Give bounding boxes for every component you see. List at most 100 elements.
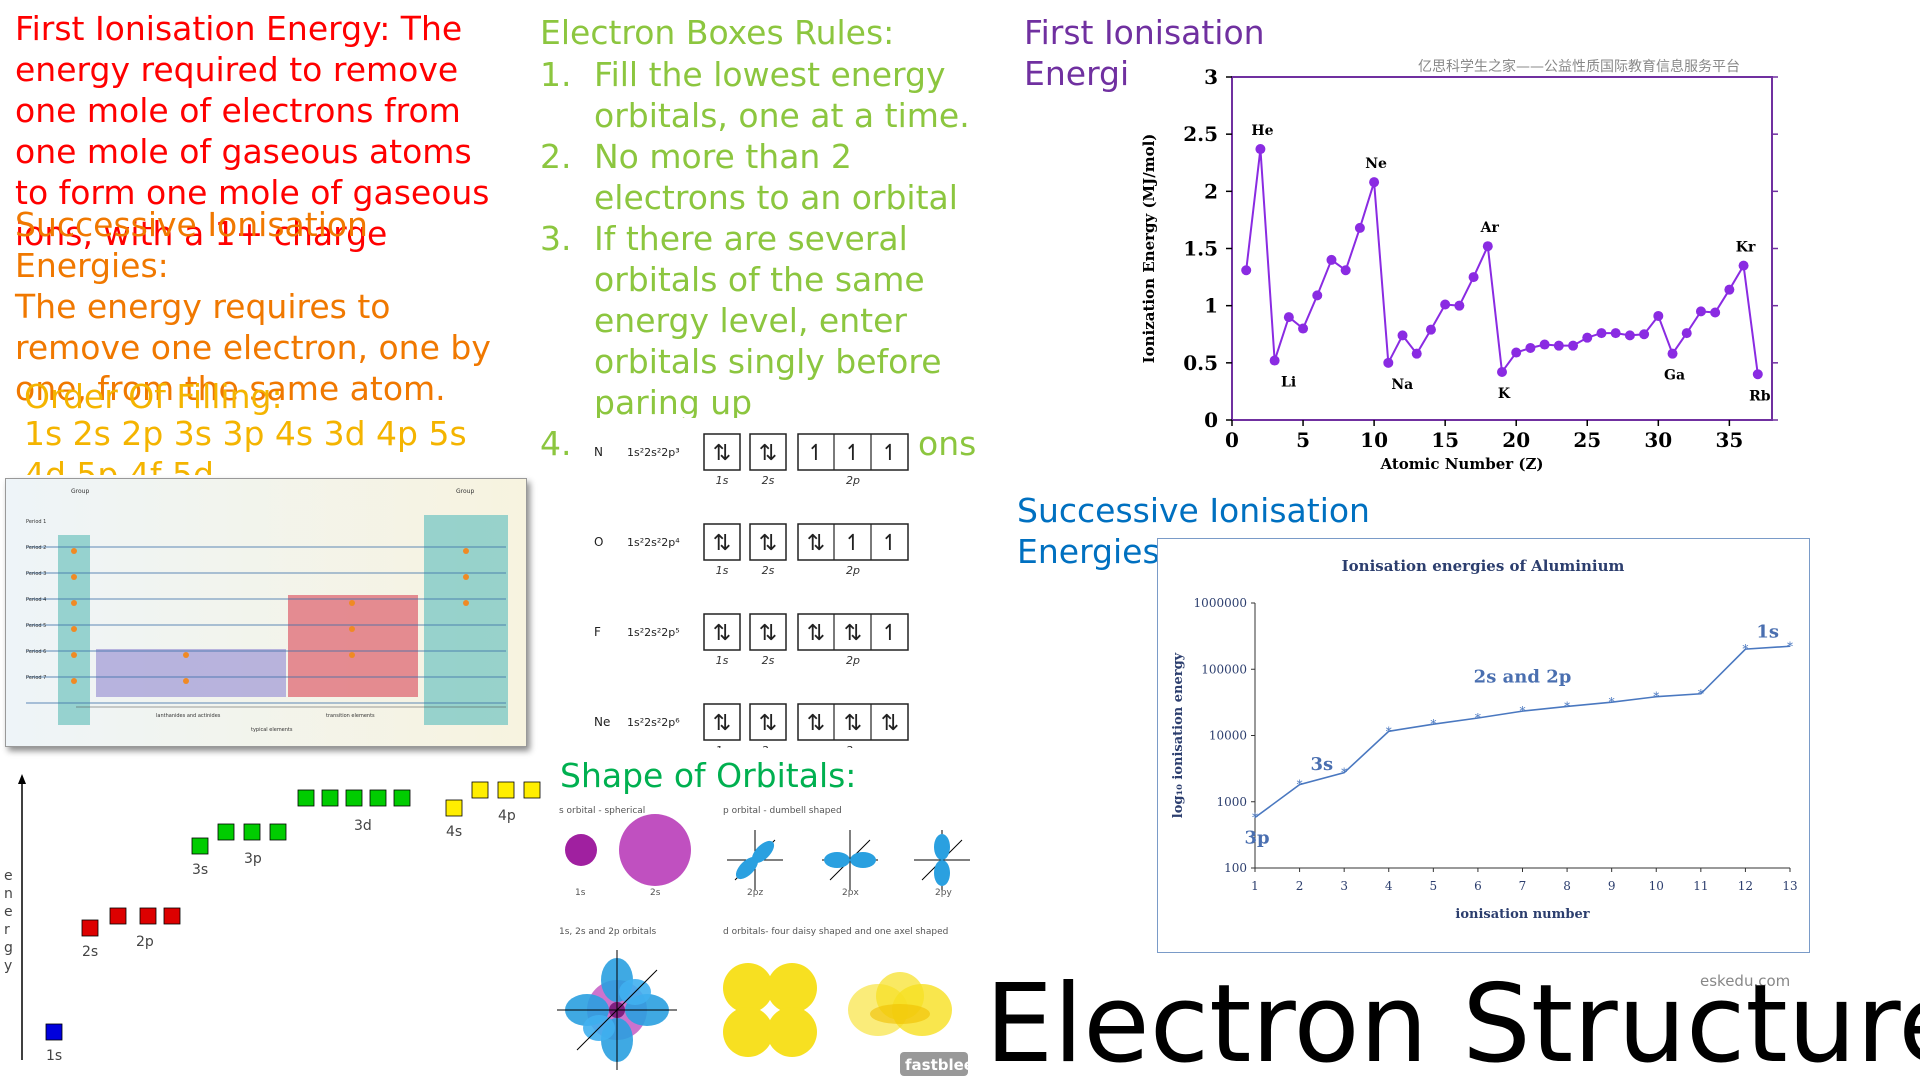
x-tick-label: 1 [1251, 879, 1259, 893]
energy-axis-letter: n [4, 886, 13, 902]
electron-arrows: ⇅ [713, 531, 731, 556]
electron-arrows: ↿ [807, 441, 825, 466]
element-symbol: F [594, 625, 601, 639]
ie-data-point [1369, 177, 1380, 188]
x-axis-label: ionisation number [1455, 907, 1589, 922]
electron-config: 1s²2s²2p⁵ [627, 626, 680, 639]
x-tick-label: 7 [1519, 879, 1527, 893]
electron-arrows: ⇅ [881, 711, 899, 736]
orbital-label: 2p [846, 654, 860, 667]
orbital-box-3s [191, 837, 209, 855]
x-tick-label: 30 [1644, 428, 1672, 452]
orbital-shapes-image: s orbital - spherical p orbital - dumbel… [555, 800, 985, 1080]
svg-text:Period 3: Period 3 [26, 571, 46, 577]
ie-data-point [1539, 339, 1550, 350]
ie-data-point [1326, 254, 1337, 265]
orbital-label: 1s [716, 474, 729, 487]
ie-data-point [1340, 265, 1351, 276]
s-orbital-1s [565, 834, 597, 866]
electron-arrows: ⇅ [713, 621, 731, 646]
orbital-label: 2p [846, 564, 860, 577]
energy-axis-letter: g [4, 940, 13, 956]
electron-box-examples: N 1s²2s²2p³ ⇅ 1s ⇅ 2s ↿ ↿ ↿ 2p O 1s²2s²2p⁴ ⇅ 1s ⇅ 2s ⇅ ↿ ↿… [582, 418, 918, 757]
ie-data-point [1454, 300, 1465, 311]
y-tick-label: 0.5 [1183, 351, 1218, 375]
ie-data-point [1440, 299, 1451, 310]
electron-arrows: ⇅ [844, 621, 862, 646]
al-data-point: * [1386, 724, 1392, 738]
electron-arrows: ⇅ [759, 711, 777, 736]
periodic-table-image: Group Group Period 1 Period 2 Period 3 Per… [5, 478, 527, 747]
ie-data-point [1568, 340, 1579, 351]
x-tick-label: 6 [1474, 879, 1482, 893]
electron-arrows: ⇅ [807, 531, 825, 556]
electron-arrows: ⇅ [759, 441, 777, 466]
ie-data-point [1639, 329, 1650, 340]
x-tick-label: 0 [1225, 428, 1239, 452]
orbital-label: 1s [716, 564, 729, 577]
watermark-text: 亿思科学生之家——公益性质国际教育信息服务平台 [1418, 59, 1740, 75]
element-symbol: N [594, 445, 603, 459]
level-label-2s: 2s [82, 944, 98, 960]
x-tick-label: 20 [1502, 428, 1530, 452]
y-tick-label: 2.5 [1183, 122, 1218, 146]
energy-axis-letter: y [4, 958, 12, 974]
rule-1: 1. Fill the lowest energy orbitals, one … [540, 54, 1000, 136]
d-orbital-axel [848, 972, 952, 1036]
electron-arrows: ↿ [844, 441, 862, 466]
orbital-annotation: 1s [1756, 621, 1779, 642]
chart-title: Ionisation energies of Aluminium [1342, 557, 1625, 575]
electron-arrows: ⇅ [759, 531, 777, 556]
successive-ionisation-heading: Successive Ionisation Energies: [15, 205, 368, 285]
rule-1-num: 1. [540, 55, 572, 94]
electron-arrows: ⇅ [759, 621, 777, 646]
ie-data-point [1383, 357, 1394, 368]
al-data-point: * [1297, 778, 1303, 792]
element-annotation: Li [1281, 375, 1296, 391]
element-annotation: Rb [1749, 388, 1771, 404]
electron-arrows: ↿ [844, 531, 862, 556]
x-tick-label: 2 [1296, 879, 1304, 893]
energy-axis-label: energy [4, 868, 13, 974]
y-tick-label: 1 [1204, 294, 1218, 318]
ie-data-point [1468, 272, 1479, 283]
y-axis-label: log₁₀ ionisation energy [1171, 652, 1186, 818]
level-label-3p: 3p [244, 851, 262, 867]
electron-boxes-heading: Electron Boxes Rules: [540, 13, 895, 52]
x-tick-label: 35 [1715, 428, 1743, 452]
s-label-1s: 1s [575, 888, 586, 898]
ie-data-point [1582, 332, 1593, 343]
ie-data-point [1411, 348, 1422, 359]
rule-4-text: ons [918, 424, 977, 463]
ie-data-point [1298, 323, 1309, 334]
p-orbital-box [797, 523, 909, 561]
periodic-group-left: Group [71, 488, 89, 495]
al-data-point: * [1742, 642, 1748, 656]
electron-config: 1s²2s²2p³ [627, 446, 680, 459]
periodic-bottom-left: lanthanides and actinides [156, 713, 221, 719]
al-data-point: * [1787, 639, 1793, 653]
site-watermark: eskedu.com [1700, 972, 1791, 990]
ie-data-point [1425, 324, 1436, 335]
p-orbital-box [797, 703, 909, 741]
al-data-point: * [1698, 687, 1704, 701]
ie-data-point [1738, 260, 1749, 271]
ie-data-point [1482, 241, 1493, 252]
d-orbital-caption: d orbitals- four daisy shaped and one ax… [723, 927, 948, 937]
al-data-point: * [1430, 717, 1436, 731]
ie-data-point [1283, 312, 1294, 323]
s-orbital-caption: s orbital - spherical [559, 806, 645, 816]
ie-data-point [1525, 342, 1536, 353]
x-tick-label: 5 [1430, 879, 1438, 893]
electron-arrows: ↿ [881, 531, 899, 556]
al-data-point: * [1252, 811, 1258, 825]
ie-data-point [1312, 290, 1323, 301]
ie-data-point [1610, 328, 1621, 339]
rule-2: 2. No more than 2 electrons to an orbita… [540, 136, 1000, 218]
orbital-label: 2s [762, 654, 775, 667]
periodic-bottom-right: transition elements [326, 713, 375, 719]
x-tick-label: 10 [1649, 879, 1664, 893]
ie-data-point [1241, 265, 1252, 276]
periodic-bottom-mid: typical elements [251, 727, 293, 733]
orbital-box [703, 523, 741, 561]
